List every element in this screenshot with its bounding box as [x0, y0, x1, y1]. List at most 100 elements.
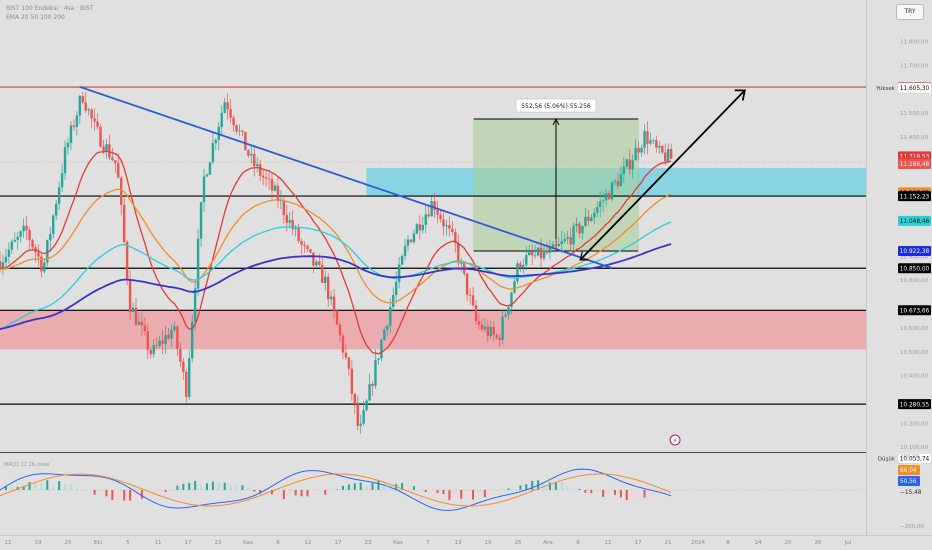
candle-body — [332, 296, 336, 311]
lightning-glyph: ⚡ — [673, 437, 678, 445]
candle-body — [72, 125, 76, 127]
symbol-title[interactable]: BIST 100 Endeksi · 4sa · BIST — [6, 5, 94, 12]
candle-body — [403, 245, 407, 256]
candle-body — [66, 142, 70, 148]
candle-body — [643, 131, 646, 148]
y-tick-label: 10.500,00 — [900, 350, 928, 356]
candle-body — [111, 157, 114, 161]
macd-histogram-bar — [619, 490, 622, 498]
candle-body — [13, 239, 16, 242]
macd-histogram-bar — [442, 490, 445, 495]
macd-value: 50,56 — [900, 479, 917, 485]
macd-histogram-bar — [105, 490, 108, 497]
x-tick-label: 23 — [365, 540, 372, 546]
candle-body — [430, 201, 433, 217]
x-tick-label: 6 — [276, 540, 280, 546]
macd-histogram-bar — [389, 485, 392, 490]
candle-body — [365, 400, 368, 411]
candle-body — [593, 212, 596, 218]
macd-histogram-bar — [46, 480, 49, 490]
macd-histogram-bar — [146, 490, 149, 497]
candle-body — [261, 175, 265, 178]
macd-histogram-bar — [152, 490, 155, 495]
candle-body — [81, 96, 84, 103]
candle-body — [250, 153, 253, 156]
candle-body — [294, 227, 297, 230]
candle-body — [578, 223, 581, 234]
candle-body — [16, 236, 19, 240]
macd-histogram-bar — [40, 484, 43, 490]
macd-histogram-bar — [655, 490, 658, 495]
candle-body — [63, 147, 67, 174]
candle-body — [90, 109, 93, 119]
candle-body — [211, 143, 215, 163]
candle-body — [392, 294, 395, 308]
candle-body — [560, 241, 563, 245]
macd-histogram-bar — [300, 490, 303, 497]
candle-body — [128, 279, 132, 312]
candle-body — [52, 215, 55, 234]
macd-histogram-bar — [200, 484, 203, 490]
macd-histogram-bar — [377, 480, 380, 490]
macd-histogram-bar — [631, 490, 634, 499]
candle-body — [179, 348, 182, 362]
candle-body — [554, 244, 558, 247]
macd-histogram-bar — [643, 490, 646, 498]
price-label: 10.922,38 — [900, 249, 930, 255]
macd-histogram-bar — [365, 485, 368, 490]
macd-legend[interactable]: MACD 12 26 close — [4, 462, 50, 468]
candle-body — [483, 326, 487, 330]
candle-body — [229, 109, 232, 118]
candle-body — [7, 249, 11, 257]
candle-body — [146, 331, 150, 350]
candle-body — [134, 307, 138, 325]
price-label: 11.605,30 — [900, 86, 930, 92]
indicator-legend[interactable]: EMA 20 50 100 200 — [6, 14, 65, 21]
candle-body — [22, 225, 25, 232]
candle-body — [557, 244, 560, 247]
macd-histogram-bar — [602, 490, 605, 497]
x-tick-label: 17 — [335, 540, 342, 546]
x-tick-label: 14 — [755, 540, 762, 546]
macd-tick: 200,00 — [900, 454, 920, 460]
x-tick-label: 13 — [455, 540, 462, 546]
candle-body — [350, 368, 354, 394]
candle-body — [1, 262, 5, 270]
x-tick-label: 7 — [426, 540, 430, 546]
candle-body — [477, 321, 481, 325]
candle-body — [223, 102, 226, 113]
candle-body — [658, 145, 661, 148]
candle-body — [631, 160, 634, 170]
macd-histogram-bar — [247, 487, 250, 490]
candle-body — [161, 340, 164, 344]
macd-histogram-bar — [578, 488, 581, 490]
macd-histogram-bar — [87, 489, 90, 490]
macd-histogram-bar — [69, 484, 72, 490]
macd-histogram-bar — [22, 486, 25, 490]
candle-body — [199, 202, 203, 239]
macd-histogram-bar — [271, 490, 274, 495]
currency-button[interactable]: TRY — [896, 4, 924, 20]
candle-body — [646, 131, 649, 144]
macd-histogram-bar — [241, 485, 244, 490]
candle-body — [397, 264, 401, 282]
candle-body — [421, 224, 424, 231]
x-tick-label: 2024 — [691, 540, 705, 546]
macd-histogram-bar — [318, 490, 321, 492]
macd-histogram-bar — [28, 482, 31, 490]
candle-body — [412, 233, 416, 243]
candle-body — [93, 118, 96, 122]
macd-histogram-bar — [489, 490, 492, 495]
candle-body — [371, 384, 374, 386]
candle-body — [99, 126, 102, 147]
candle-body — [329, 296, 333, 300]
candle-body — [445, 225, 448, 227]
macd-histogram-bar — [412, 486, 415, 490]
macd-histogram-bar — [554, 482, 557, 490]
candle-body — [486, 326, 490, 337]
candle-body — [54, 203, 58, 216]
candle-body — [202, 176, 206, 203]
x-tick-label: 20 — [785, 540, 792, 546]
